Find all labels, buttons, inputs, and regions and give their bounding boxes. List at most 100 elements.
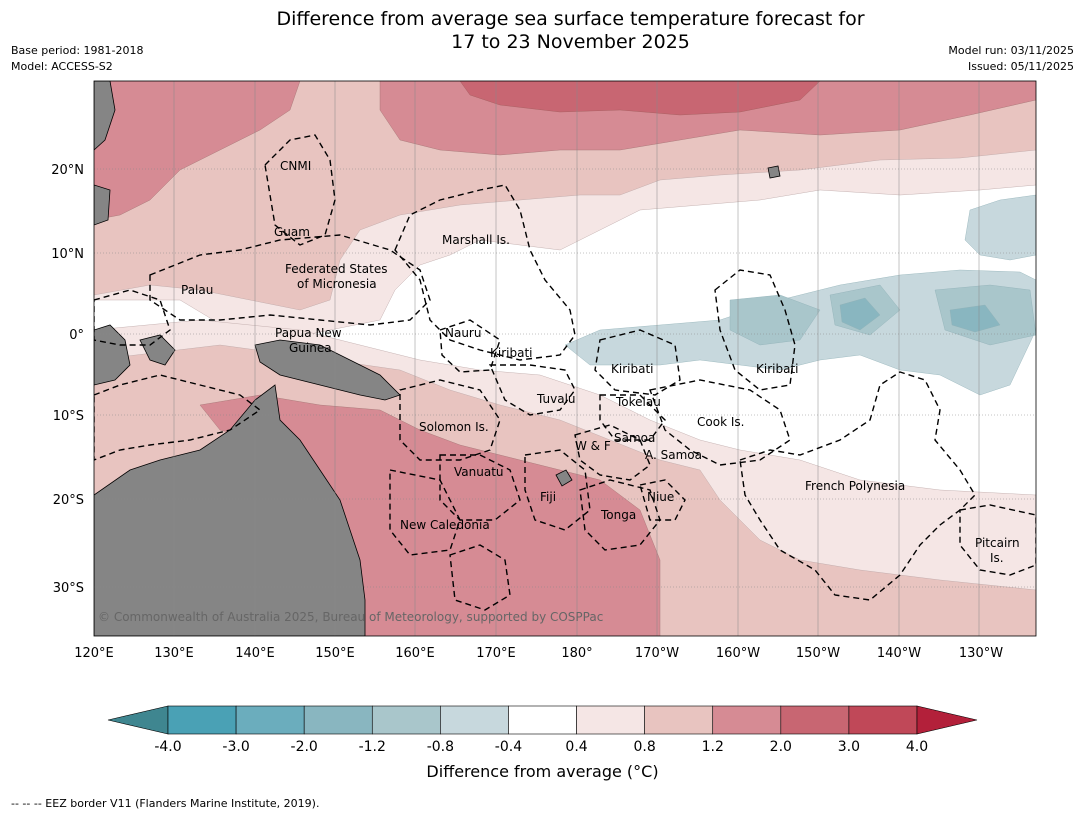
region-label: A. Samoa: [645, 448, 702, 462]
lon-tick-label: 140°W: [877, 646, 921, 661]
colorbar-bin: [167, 705, 237, 735]
region-label: Nauru: [445, 326, 481, 340]
region-label: Is.: [990, 551, 1004, 565]
region-label: Tonga: [600, 508, 636, 522]
colorbar-bin: [644, 705, 714, 735]
colorbar-tick-label: 4.0: [906, 739, 928, 755]
colorbar-tick-label: 0.8: [634, 739, 656, 755]
anomaly-cool-moderate: [729, 284, 1036, 346]
colorbar-tick-label: 3.0: [838, 739, 860, 755]
lon-tick-label: 170°W: [635, 646, 679, 661]
lon-tick-label: 150°W: [796, 646, 840, 661]
region-label: Kiribati: [756, 362, 798, 376]
region-label: Guam: [274, 225, 310, 239]
colorbar-tick-label: 1.2: [702, 739, 724, 755]
meta-right: Model run: 03/11/2025 Issued: 05/11/2025: [948, 43, 1074, 75]
anomaly-moderate-north: [94, 81, 1036, 311]
copyright-note: © Commonwealth of Australia 2025, Bureau…: [98, 610, 603, 624]
borneo-sulawesi: [94, 324, 176, 386]
region-label: Guinea: [289, 341, 332, 355]
region-label: New Caledonia: [400, 518, 490, 532]
colorbar-title: Difference from average (°C): [426, 762, 659, 781]
latitude-labels: 20°N 10°N 0° 10°S 20°S 30°S: [51, 163, 84, 596]
lon-tick-label: 140°E: [235, 646, 275, 661]
longitude-labels: 120°E 130°E 140°E 150°E 160°E 170°E 180°…: [74, 646, 1003, 661]
colorbar-bin: [780, 705, 850, 735]
colorbar-tick-label: -3.0: [222, 739, 249, 755]
region-label: Palau: [181, 283, 213, 297]
colorbar-bin: [440, 705, 509, 735]
lat-tick-label: 10°S: [53, 409, 84, 424]
region-label: Pitcairn: [975, 536, 1020, 550]
region-label: CNMI: [280, 159, 311, 173]
region-label: Federated States: [285, 262, 387, 276]
region-label: Cook Is.: [697, 415, 744, 429]
model-name: Model: ACCESS-S2: [11, 60, 113, 73]
title-line-1: Difference from average sea surface temp…: [276, 8, 865, 30]
lon-tick-label: 130°W: [959, 646, 1003, 661]
colorbar-min-extension: [107, 705, 169, 735]
region-label: Niue: [647, 490, 674, 504]
philippines: [94, 81, 116, 226]
lon-tick-label: 160°E: [395, 646, 435, 661]
chart-title: Difference from average sea surface temp…: [0, 8, 1085, 54]
lat-tick-label: 20°S: [53, 493, 84, 508]
region-label: of Micronesia: [297, 277, 377, 291]
colorbar-bin: [576, 705, 645, 735]
region-label: Kiribati: [490, 346, 532, 360]
lon-tick-label: 120°E: [74, 646, 114, 661]
region-labels: CNMI Guam Marshall Is. Federated States …: [181, 159, 1020, 565]
colorbar-bin: [303, 705, 373, 735]
colorbar-max-extension: [916, 705, 978, 735]
colorbar-tick-label: -0.4: [495, 739, 522, 755]
issued-date: Issued: 05/11/2025: [967, 60, 1074, 73]
region-label: Marshall Is.: [442, 233, 510, 247]
region-label: Fiji: [540, 490, 556, 504]
region-label: Solomon Is.: [419, 420, 489, 434]
colorbar-bin: [508, 705, 577, 735]
region-label: Kiribati: [611, 362, 653, 376]
eez-legend-note: -- -- -- EEZ border V11 (Flanders Marine…: [11, 797, 320, 810]
anomaly-cool-northeast: [964, 194, 1036, 261]
colorbar-bin: [235, 705, 305, 735]
lat-tick-label: 0°: [69, 328, 84, 343]
colorbar-tick-label: 2.0: [770, 739, 792, 755]
region-label: Tuvalu: [536, 392, 576, 406]
region-label: French Polynesia: [805, 479, 905, 493]
region-label: Tokelau: [615, 395, 661, 409]
colorbar-bin: [371, 705, 441, 735]
colorbar-tick-label: -1.2: [359, 739, 386, 755]
region-label: Vanuatu: [454, 465, 504, 479]
lon-tick-label: 160°W: [716, 646, 760, 661]
new-guinea: [254, 339, 401, 401]
lon-tick-label: 130°E: [154, 646, 194, 661]
land: [94, 81, 781, 636]
anomaly-very-strong-north: [459, 81, 821, 116]
colorbar-bin: [712, 705, 782, 735]
eez-borders: [94, 134, 1036, 611]
map-area: [94, 81, 1036, 636]
base-period: Base period: 1981-2018: [11, 44, 144, 57]
colorbar-tick-label: 0.4: [565, 739, 587, 755]
lon-tick-label: 150°E: [315, 646, 355, 661]
lon-tick-label: 170°E: [476, 646, 516, 661]
new-zealand-fiji-small: [555, 165, 781, 487]
map-frame: [93, 80, 1037, 637]
lat-tick-label: 30°S: [53, 581, 84, 596]
lon-tick-label: 180°: [561, 646, 592, 661]
australia: [94, 384, 366, 636]
colorbar-bin: [848, 705, 918, 735]
region-label: Papua New: [275, 326, 342, 340]
lat-tick-label: 10°N: [51, 247, 84, 262]
colorbar: -4.0 -3.0 -2.0 -1.2 -0.8 -0.4 0.4 0.8 1.2 2.0 3.0 4…: [107, 705, 978, 755]
colorbar-tick-label: -4.0: [154, 739, 181, 755]
colorbar-tick-label: -2.0: [291, 739, 318, 755]
title-line-2: 17 to 23 November 2025: [451, 31, 690, 53]
region-label: Samoa: [614, 431, 655, 445]
meta-left: Base period: 1981-2018 Model: ACCESS-S2: [11, 43, 143, 75]
model-run: Model run: 03/11/2025: [948, 44, 1074, 57]
graticule: [94, 81, 1036, 636]
colorbar-tick-label: -0.8: [427, 739, 454, 755]
region-label: W & F: [575, 439, 611, 453]
